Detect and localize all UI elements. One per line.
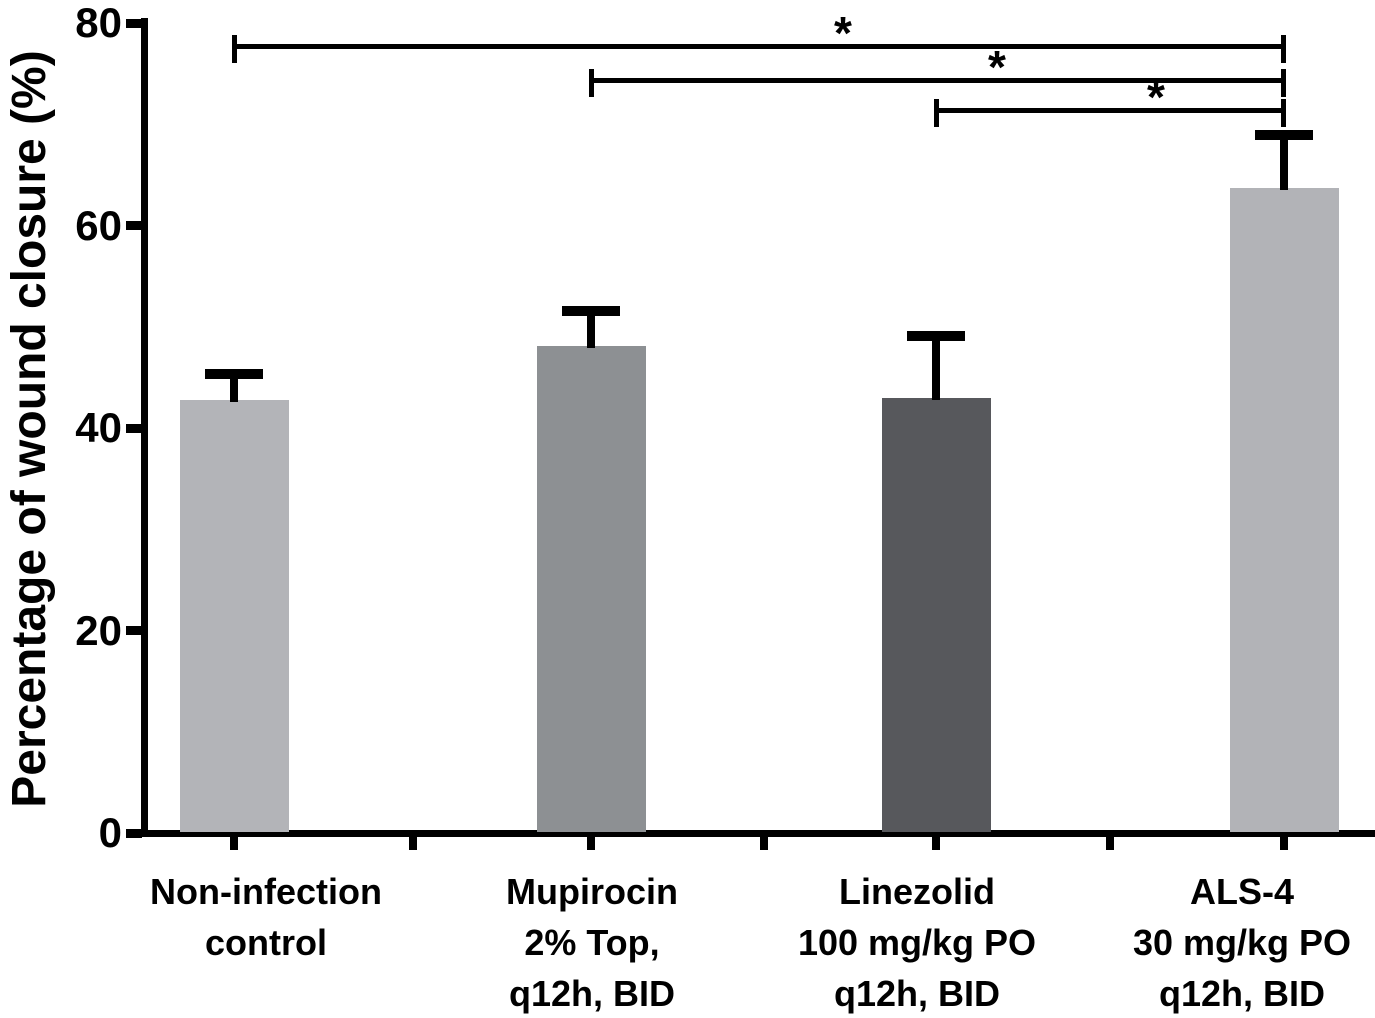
error-bar-cap xyxy=(1255,130,1313,141)
significance-bracket-right-tick xyxy=(1280,99,1286,127)
y-axis-tick-label: 20 xyxy=(75,606,122,654)
x-axis-line xyxy=(141,830,1375,837)
category-label-line: q12h, BID xyxy=(508,973,676,1014)
y-axis-tick-label: 40 xyxy=(75,404,122,451)
y-axis-tick xyxy=(126,828,142,838)
y-axis-tick xyxy=(126,18,142,28)
significance-bracket-line xyxy=(588,77,1286,83)
significance-bracket-right-tick xyxy=(1280,69,1286,97)
x-axis-tick xyxy=(587,835,595,850)
y-axis-tick-label: 80 xyxy=(75,0,122,46)
significance-bracket-right-tick xyxy=(1280,35,1286,63)
category-label-line: 30 mg/kg PO xyxy=(1132,922,1352,963)
category-label-line: 100 mg/kg PO xyxy=(797,922,1037,963)
category-label-line: 2% Top, xyxy=(524,922,660,963)
significance-asterisk: * xyxy=(834,7,852,59)
category-label-line: Linezolid xyxy=(839,871,995,912)
error-bar-stem xyxy=(587,310,595,348)
error-bar-stem xyxy=(230,374,238,402)
category-label: Mupirocin 2% Top, q12h, BID xyxy=(422,866,762,1018)
category-label: Non-infection control xyxy=(96,866,436,968)
significance-asterisk: * xyxy=(1147,71,1165,123)
x-axis-tick xyxy=(759,835,768,850)
category-label-line: control xyxy=(205,922,327,963)
category-label: ALS-4 30 mg/kg PO q12h, BID xyxy=(1072,866,1375,1018)
bar xyxy=(179,399,289,832)
x-axis-tick xyxy=(932,835,940,850)
significance-bracket-left-tick xyxy=(231,35,237,63)
category-label-line: ALS-4 xyxy=(1189,871,1294,912)
y-axis-tick-label: 60 xyxy=(75,201,122,249)
bar xyxy=(536,345,646,832)
y-axis-tick xyxy=(126,423,142,433)
significance-bracket-left-tick xyxy=(933,99,939,127)
y-axis-tick xyxy=(126,221,142,230)
significance-bracket-left-tick xyxy=(588,69,594,97)
significance-asterisk: * xyxy=(988,41,1006,93)
error-bar-cap xyxy=(907,330,965,341)
significance-bracket-line xyxy=(231,43,1286,49)
category-label-line: q12h, BID xyxy=(1158,973,1326,1014)
significance-bracket-line xyxy=(933,107,1286,113)
error-bar-stem xyxy=(1280,135,1288,191)
category-label-line: q12h, BID xyxy=(833,973,1001,1014)
x-axis-tick xyxy=(408,835,417,850)
category-label-line: Non-infection xyxy=(150,871,382,912)
x-axis-tick xyxy=(1106,835,1114,850)
y-axis-tick xyxy=(126,626,142,635)
bar xyxy=(881,397,991,832)
error-bar-cap xyxy=(205,369,263,380)
y-axis-line xyxy=(141,18,148,837)
x-axis-tick xyxy=(1280,835,1288,850)
y-axis-tick-label: 0 xyxy=(98,809,122,856)
x-axis-tick xyxy=(230,835,238,850)
category-label: Linezolid 100 mg/kg PO q12h, BID xyxy=(747,866,1087,1018)
bar xyxy=(1229,188,1339,832)
error-bar-cap xyxy=(562,305,620,316)
category-label-line: Mupirocin xyxy=(506,871,678,912)
error-bar-stem xyxy=(932,335,940,400)
